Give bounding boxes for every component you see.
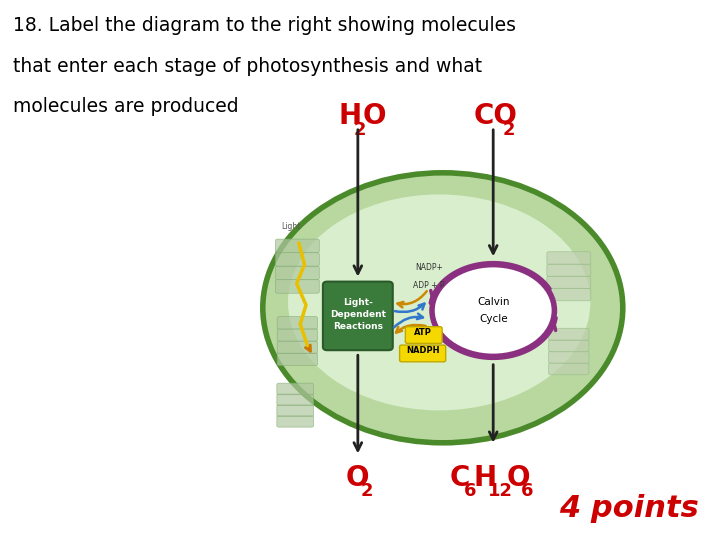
Text: Dependent: Dependent xyxy=(330,310,386,319)
FancyBboxPatch shape xyxy=(276,416,313,427)
Text: molecules are produced: molecules are produced xyxy=(13,97,238,116)
Text: H: H xyxy=(339,102,362,130)
Ellipse shape xyxy=(288,194,590,410)
Text: 4 points: 4 points xyxy=(559,494,698,523)
FancyBboxPatch shape xyxy=(276,394,313,406)
Text: CO: CO xyxy=(474,102,518,130)
Text: Reactions: Reactions xyxy=(333,322,383,330)
Text: 2: 2 xyxy=(503,120,516,139)
Text: ADP + P: ADP + P xyxy=(413,281,445,290)
FancyBboxPatch shape xyxy=(277,316,318,329)
Text: C: C xyxy=(449,464,469,492)
FancyBboxPatch shape xyxy=(277,353,318,366)
Text: 18. Label the diagram to the right showing molecules: 18. Label the diagram to the right showi… xyxy=(13,16,516,35)
Text: Light: Light xyxy=(281,222,300,231)
Text: 6: 6 xyxy=(521,482,533,501)
FancyBboxPatch shape xyxy=(400,345,446,362)
Text: 12: 12 xyxy=(487,482,513,501)
FancyBboxPatch shape xyxy=(549,340,589,352)
Text: O: O xyxy=(362,102,386,130)
Text: 6: 6 xyxy=(464,482,476,501)
FancyBboxPatch shape xyxy=(275,280,319,293)
FancyBboxPatch shape xyxy=(549,351,589,363)
FancyBboxPatch shape xyxy=(547,252,590,265)
FancyBboxPatch shape xyxy=(276,405,313,416)
Text: ATP: ATP xyxy=(415,328,432,337)
Text: that enter each stage of photosynthesis and what: that enter each stage of photosynthesis … xyxy=(13,57,482,76)
FancyBboxPatch shape xyxy=(405,327,442,343)
FancyBboxPatch shape xyxy=(547,288,590,301)
Text: Cycle: Cycle xyxy=(479,314,508,323)
Ellipse shape xyxy=(263,173,623,443)
FancyBboxPatch shape xyxy=(277,329,318,341)
Text: NADPH: NADPH xyxy=(406,346,439,355)
Text: 2: 2 xyxy=(360,482,373,501)
FancyBboxPatch shape xyxy=(277,341,318,354)
FancyBboxPatch shape xyxy=(547,276,590,288)
Text: 2: 2 xyxy=(353,120,366,139)
Text: H: H xyxy=(473,464,496,492)
Text: Calvin: Calvin xyxy=(477,298,510,307)
FancyBboxPatch shape xyxy=(549,328,589,340)
Text: Light-: Light- xyxy=(343,298,373,307)
Text: O: O xyxy=(346,464,369,492)
FancyBboxPatch shape xyxy=(547,264,590,276)
FancyBboxPatch shape xyxy=(276,383,313,395)
FancyBboxPatch shape xyxy=(549,363,589,375)
FancyBboxPatch shape xyxy=(275,253,319,266)
Ellipse shape xyxy=(432,265,554,356)
FancyBboxPatch shape xyxy=(323,282,393,350)
Text: O: O xyxy=(506,464,530,492)
Text: NADP+: NADP+ xyxy=(415,263,443,272)
FancyBboxPatch shape xyxy=(275,239,319,253)
FancyBboxPatch shape xyxy=(275,266,319,280)
